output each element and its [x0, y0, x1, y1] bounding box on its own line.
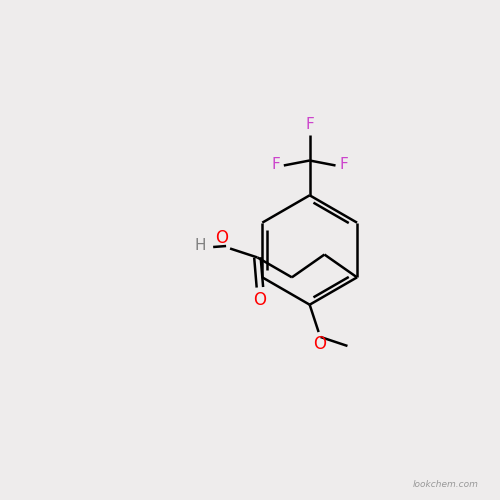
Text: F: F [306, 117, 314, 132]
Text: F: F [339, 157, 348, 172]
Text: lookchem.com: lookchem.com [413, 480, 478, 488]
Text: O: O [216, 228, 228, 246]
Text: F: F [272, 157, 280, 172]
Text: O: O [254, 291, 266, 309]
Text: H: H [194, 238, 205, 253]
Text: O: O [313, 335, 326, 353]
